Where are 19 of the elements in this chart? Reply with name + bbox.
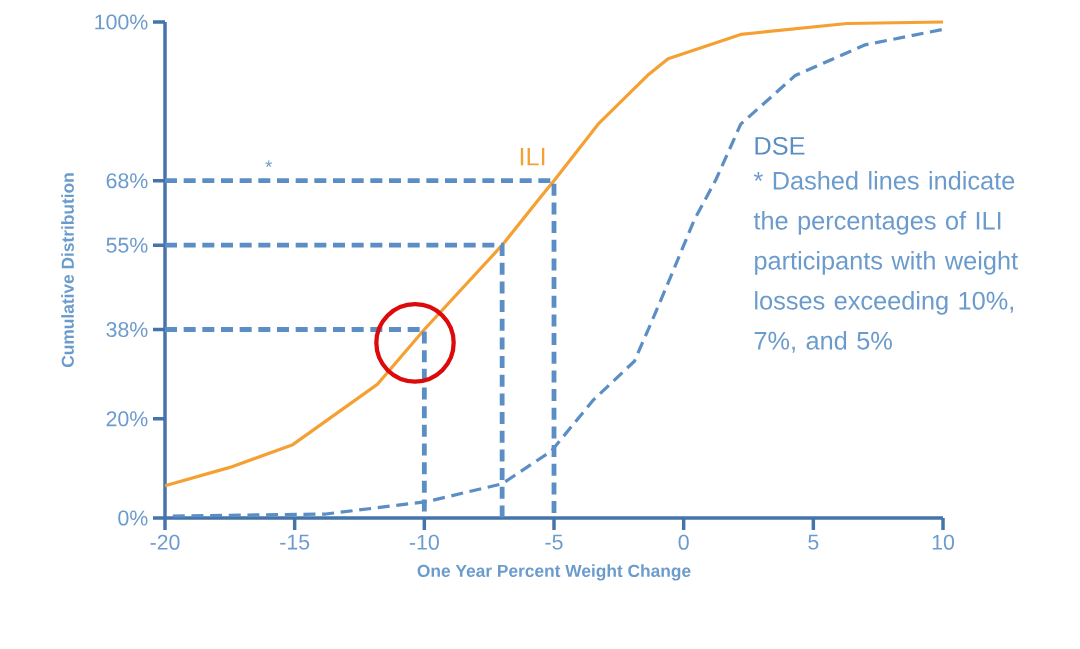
x-tick-label: 10 — [932, 534, 955, 550]
y-tick-label: 38% — [106, 321, 148, 338]
series-label: DSE — [755, 136, 805, 155]
x-tick-label: -5 — [545, 534, 563, 550]
y-axis-title: Cumulative Distribution — [61, 173, 74, 368]
annotation: * — [265, 160, 273, 168]
x-tick-label: 0 — [678, 534, 689, 550]
x-tick-label: -20 — [150, 534, 180, 550]
x-axis-title: One Year Percent Weight Change — [417, 564, 691, 581]
x-tick-label: 5 — [808, 534, 819, 550]
y-tick-label: 68% — [106, 173, 148, 189]
y-tick-label: 55% — [106, 237, 148, 253]
y-tick-label: 0% — [118, 510, 148, 526]
x-tick-label: -15 — [280, 534, 310, 550]
annotation: * Dashed lines indicate the percentages of ILI participants with weight losses exceeding 10%, 7%, and 5% — [753, 171, 1018, 353]
y-tick-label: 100% — [95, 14, 148, 30]
y-tick-label: 20% — [106, 411, 148, 427]
x-tick-label: -10 — [409, 534, 439, 550]
series-label: ILI — [520, 147, 545, 166]
